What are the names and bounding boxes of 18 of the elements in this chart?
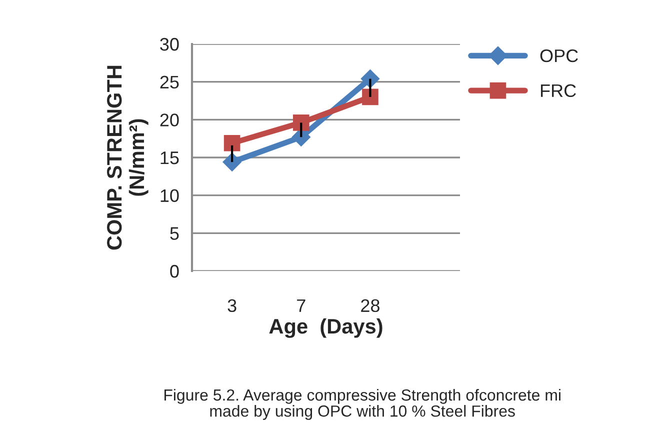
x-tick-label: 3 (228, 299, 236, 312)
legend-label: OPC (540, 49, 578, 62)
y-axis-title: COMP. STRENGTH (N/mm²) (106, 66, 148, 250)
y-tick-label: 20 (160, 114, 179, 126)
x-tick-label: 7 (297, 299, 306, 312)
caption: Figure 5.2. Average compressive Strength ofconcrete mi made by using OPC with 10 % Steel Fibres (164, 388, 560, 420)
y-tick-label: 10 (160, 189, 179, 202)
y-tick-label: 30 (160, 38, 179, 51)
y-tick-label: 5 (170, 227, 179, 240)
point (224, 134, 240, 152)
legend-label: FRC (540, 84, 576, 98)
point (362, 88, 378, 106)
y-tick-label: 15 (160, 152, 179, 164)
x-axis-title: Age (Days) (269, 318, 382, 338)
x-tick-label: 28 (361, 299, 380, 312)
y-tick-label: 25 (160, 76, 179, 89)
y-tick-label: 0 (170, 264, 179, 278)
point (292, 114, 310, 131)
